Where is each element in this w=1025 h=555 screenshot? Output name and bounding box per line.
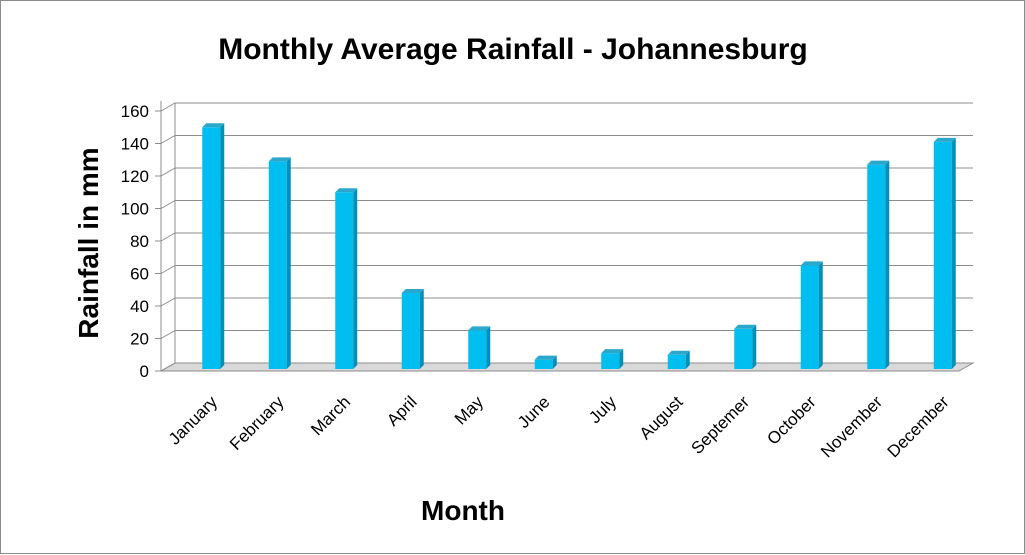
bar-side	[419, 289, 424, 369]
y-tick-label: 100	[121, 200, 149, 219]
y-tick-label: 160	[121, 102, 149, 121]
gridlines	[160, 102, 973, 372]
bar-august	[667, 350, 690, 369]
bar-front	[268, 161, 287, 369]
gridline-depth	[160, 362, 176, 372]
bar-may	[468, 326, 491, 369]
bar-november	[867, 160, 890, 369]
chart-back-wall	[160, 101, 176, 371]
x-tick-label: July	[585, 392, 620, 427]
bar-front	[468, 330, 487, 369]
x-tick-label: June	[514, 392, 554, 432]
bar-july	[601, 349, 624, 369]
bar-june	[534, 355, 557, 369]
y-tick-label: 60	[130, 265, 149, 284]
bar-top	[468, 326, 491, 331]
bar-front	[401, 293, 420, 369]
y-tick-label: 0	[140, 362, 149, 381]
bar-top	[667, 350, 690, 355]
bar-side	[818, 261, 823, 369]
x-tick-label: March	[307, 392, 354, 439]
bar-septemer	[734, 324, 757, 369]
bar-side	[353, 188, 358, 369]
bar-february	[268, 157, 291, 369]
y-tick-label: 140	[121, 135, 149, 154]
gridline-depth	[160, 330, 176, 339]
bar-side	[486, 326, 491, 369]
x-tick-label: November	[817, 392, 886, 461]
bar-top	[800, 261, 823, 266]
x-tick-label: April	[383, 392, 420, 429]
bar-top	[867, 160, 890, 165]
x-tick-label: May	[451, 392, 487, 428]
x-tick-label: January	[165, 392, 222, 449]
x-tick-label: August	[636, 392, 687, 443]
bar-front	[734, 328, 753, 369]
bar-side	[619, 349, 624, 369]
bar-january	[202, 123, 225, 369]
y-axis-ticks: 0 20 40 60 80 100 120 140 160	[121, 102, 161, 381]
bar-side	[552, 355, 557, 369]
bar-front	[202, 127, 221, 369]
bar-side	[752, 324, 757, 369]
bar-front	[800, 265, 819, 369]
bar-side	[685, 350, 690, 369]
bar-top	[534, 355, 557, 360]
bar-top	[933, 137, 956, 142]
y-tick-label: 20	[130, 330, 149, 349]
y-tick-label: 120	[121, 167, 149, 186]
bar-april	[401, 289, 424, 369]
x-tick-label: December	[884, 392, 953, 461]
bar-front	[534, 359, 553, 369]
gridline-depth	[160, 102, 176, 112]
gridline-depth	[160, 297, 176, 307]
bar-top	[335, 188, 358, 193]
bar-top	[601, 349, 624, 354]
gridline-depth	[160, 200, 176, 209]
bar-side	[951, 137, 956, 369]
bar-december	[933, 137, 956, 369]
gridline-depth	[160, 135, 176, 144]
bar-front	[667, 354, 686, 369]
bar-top	[401, 289, 424, 293]
x-tick-label: Septemer	[688, 392, 754, 458]
bar-march	[335, 188, 358, 369]
y-axis-title: Rainfall in mm	[73, 147, 104, 338]
y-tick-label: 40	[130, 297, 149, 316]
bar-top	[268, 157, 291, 162]
bar-front	[867, 164, 886, 369]
bar-side	[220, 123, 225, 369]
bar-side	[286, 157, 291, 369]
y-tick-label: 80	[130, 232, 149, 251]
x-axis-ticks: January February March April May June July Augu…	[165, 392, 953, 461]
gridline-depth	[160, 167, 176, 177]
x-tick-label: February	[226, 392, 288, 454]
bar-front	[335, 192, 354, 369]
bar-front	[601, 353, 620, 369]
bar-side	[885, 160, 890, 369]
bar-top	[202, 123, 225, 128]
chart-title: Monthly Average Rainfall - Johannesburg	[218, 33, 808, 66]
bar-october	[800, 261, 823, 369]
gridline-depth	[160, 232, 176, 242]
bar-top	[734, 324, 757, 329]
x-axis-title: Month	[421, 495, 505, 526]
bar-front	[933, 141, 952, 369]
bars	[202, 123, 956, 369]
x-tick-label: October	[763, 392, 819, 448]
gridline-depth	[160, 265, 176, 274]
